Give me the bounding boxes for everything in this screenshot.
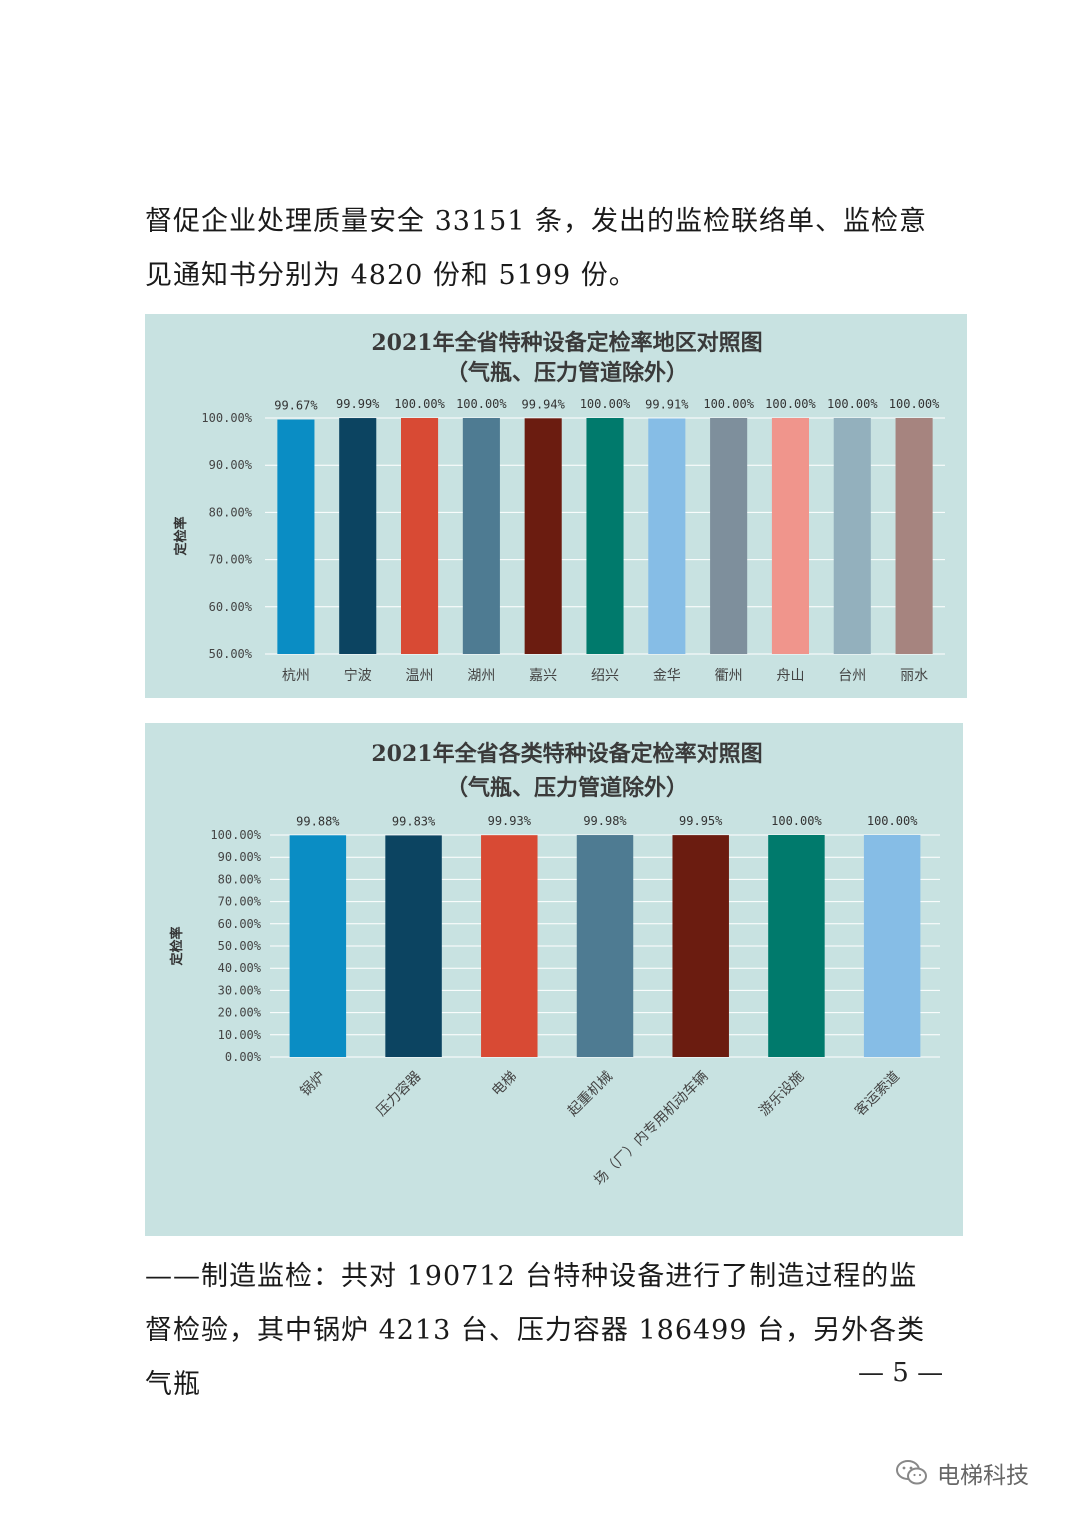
y-axis-label: 定检率 [169,926,185,966]
category-label: 金华 [653,668,681,684]
y-tick-label: 40.00% [218,961,262,975]
y-tick-label: 90.00% [218,850,262,864]
body-paragraph-top: 督促企业处理质量安全 33151 条，发出的监检联络单、监检意见通知书分别为 4… [145,206,928,291]
category-label: 锅炉 [298,1069,329,1100]
y-axis-label: 定检率 [173,516,189,556]
bar-6 [768,835,825,1057]
chart-title: 2021年全省特种设备定检率地区对照图 [371,330,762,356]
bar-7 [648,418,686,654]
category-label: 温州 [406,668,434,684]
watermark: 电梯科技 [895,1453,1029,1493]
data-label: 100.00% [867,814,918,828]
watermark-text: 电梯科技 [937,1463,1029,1489]
equipment-type-inspection-rate-chart: 2021年全省各类特种设备定检率对照图 （气瓶、压力管道除外） 100.00% 90.… [145,723,963,1236]
data-label: 99.93% [488,814,532,828]
y-tick-label: 50.00% [209,647,253,661]
y-tick-label: 90.00% [209,458,253,472]
category-label: 衢州 [715,667,743,684]
y-tick-label: 60.00% [218,917,262,931]
y-tick-label: 0.00% [225,1050,262,1064]
y-tick-label: 80.00% [209,505,253,519]
data-label: 99.95% [679,814,723,828]
y-tick-label: 20.00% [218,1006,262,1020]
data-label: 100.00% [580,397,631,411]
data-label: 99.67% [274,399,318,413]
page-number: — 5 — [858,1358,944,1388]
bar-4 [462,418,500,654]
data-label: 99.94% [522,397,566,411]
category-label: 电梯 [489,1069,520,1100]
category-label: 游乐设施 [756,1069,807,1120]
data-label: 100.00% [703,397,754,411]
bar-10 [833,418,871,654]
body-paragraph-bottom: ——制造监检：共对 190712 台特种设备进行了制造过程的监督检验，其中锅炉 … [145,1261,926,1400]
y-tick-label: 50.00% [218,939,262,953]
category-label: 宁波 [344,667,372,684]
wechat-icon [896,1460,927,1485]
data-label: 100.00% [394,397,445,411]
category-label: 杭州 [282,668,310,684]
y-tick-label: 60.00% [209,600,253,614]
bar-7 [863,835,921,1057]
chart-subtitle: （气瓶、压力管道除外） [446,360,688,386]
data-label: 99.83% [392,814,436,828]
y-tick-label: 10.00% [218,1028,262,1042]
y-tick-label: 100.00% [210,828,261,842]
y-tick-label: 70.00% [209,553,253,567]
y-tick-label: 100.00% [201,411,252,425]
data-label: 99.91% [645,397,689,411]
chart-subtitle: （气瓶、压力管道除外） [446,775,688,801]
y-tick-label: 30.00% [218,983,262,997]
category-label: 起重机械 [565,1069,616,1120]
category-label: 丽水 [900,668,928,684]
category-label: 绍兴 [591,668,619,684]
region-inspection-rate-chart: 2021年全省特种设备定检率地区对照图 （气瓶、压力管道除外） 100.00% 90.… [145,314,967,698]
category-label: 嘉兴 [529,668,557,684]
category-label: 台州 [838,668,866,684]
bar-11 [895,418,933,654]
data-label: 100.00% [771,814,822,828]
bar-2 [339,418,377,654]
data-label: 100.00% [889,397,940,411]
y-tick-label: 70.00% [218,895,262,909]
bar-6 [586,418,624,654]
data-label: 99.98% [583,814,627,828]
equipment-chart-svg: 2021年全省各类特种设备定检率对照图 （气瓶、压力管道除外） 100.00% 90.… [169,741,940,1189]
bar-8 [710,418,748,654]
category-label: 舟山 [776,668,804,684]
bar-5 [524,418,562,654]
data-label: 99.88% [296,814,340,828]
bar-9 [771,418,809,654]
category-label: 客运索道 [851,1068,903,1120]
bar-3 [481,835,538,1057]
chart-title: 2021年全省各类特种设备定检率对照图 [371,741,762,767]
category-label: 湖州 [467,668,495,684]
bar-3 [401,418,439,654]
bar-5 [672,835,729,1057]
category-label: 压力容器 [373,1068,425,1120]
data-label: 100.00% [827,397,878,411]
data-label: 100.00% [765,397,816,411]
region-chart-svg: 2021年全省特种设备定检率地区对照图（气瓶、压力管道除外）100.00%90.… [173,330,945,684]
bar-2 [385,835,442,1057]
data-label: 100.00% [456,397,507,411]
bar-1 [289,835,347,1057]
bar-4 [576,835,634,1057]
y-tick-label: 80.00% [218,872,262,886]
bar-1 [277,419,315,654]
data-label: 99.99% [336,397,380,411]
